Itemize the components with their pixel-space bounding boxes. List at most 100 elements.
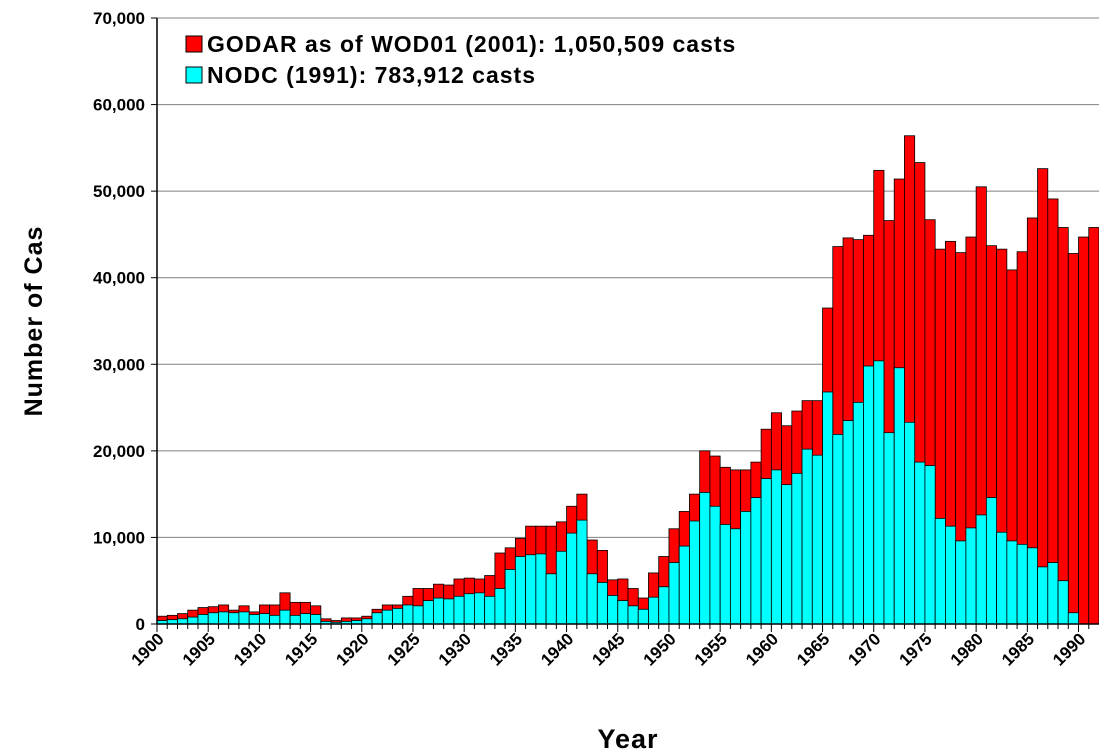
bar: [310, 614, 322, 625]
bar: [474, 592, 486, 625]
bar: [617, 600, 629, 625]
bar: [504, 569, 516, 625]
y-tick-label: 30,000: [93, 355, 145, 374]
x-tick-label: 1925: [384, 629, 424, 669]
y-tick-label: 50,000: [93, 182, 145, 201]
bar: [1067, 253, 1079, 625]
bar: [412, 605, 424, 625]
x-tick-label: 1935: [486, 629, 526, 669]
bar: [1078, 236, 1090, 625]
bar: [1037, 168, 1049, 625]
bar: [760, 478, 772, 625]
x-tick-label: 1940: [537, 629, 577, 669]
bar: [822, 391, 834, 625]
y-tick-label: 10,000: [93, 528, 145, 547]
y-tick-label: 70,000: [93, 9, 145, 28]
bar: [863, 365, 875, 625]
bar: [555, 550, 567, 625]
x-tick-label: 1955: [691, 629, 731, 669]
bar: [596, 582, 608, 625]
bar: [842, 420, 854, 625]
legend-label: NODC (1991): 783,912 casts: [207, 62, 536, 88]
bar: [750, 497, 762, 625]
bar: [525, 554, 537, 625]
bar: [801, 448, 813, 625]
x-tick-label: 1910: [230, 629, 270, 669]
bar: [955, 540, 967, 625]
bar: [924, 465, 936, 625]
bar: [740, 511, 752, 625]
bar: [207, 612, 219, 625]
bar: [945, 525, 957, 625]
x-tick-label: 1965: [793, 629, 833, 669]
bar: [187, 616, 199, 625]
bar: [996, 531, 1008, 625]
bar: [1088, 227, 1099, 625]
x-tick-label: 1950: [640, 629, 680, 669]
x-tick-label: 1960: [742, 629, 782, 669]
bar: [402, 604, 414, 625]
legend-swatch: [185, 66, 203, 84]
bar: [453, 595, 465, 625]
bar: [361, 618, 373, 625]
bar: [545, 573, 557, 625]
bar: [1047, 562, 1059, 625]
bar: [934, 517, 946, 625]
bar: [433, 597, 445, 625]
bar: [852, 401, 864, 625]
bar: [607, 595, 619, 625]
bar: [791, 472, 803, 625]
bar: [299, 613, 311, 625]
bar: [1047, 198, 1059, 625]
bar: [535, 553, 547, 625]
bar: [1006, 540, 1018, 625]
bar: [258, 613, 271, 625]
bar: [873, 360, 885, 625]
x-tick-label: 1930: [435, 629, 475, 669]
x-tick-label: 1900: [128, 629, 168, 669]
bar: [729, 528, 742, 625]
bar: [381, 609, 393, 625]
x-tick-label: 1915: [281, 629, 321, 669]
bar: [586, 573, 598, 625]
bar: [248, 614, 260, 625]
x-tick-label: 1975: [896, 629, 936, 669]
bar: [648, 596, 660, 625]
legend-label: GODAR as of WOD01 (2001): 1,050,509 cast…: [207, 31, 736, 57]
x-tick-label: 1970: [844, 629, 884, 669]
bar: [781, 484, 793, 625]
bar: [238, 611, 250, 625]
bar: [689, 520, 701, 625]
bar: [832, 434, 844, 625]
y-tick-label: 20,000: [93, 442, 145, 461]
x-tick-label: 1945: [588, 629, 628, 669]
bar: [1037, 566, 1049, 625]
bar: [770, 469, 782, 625]
x-tick-label: 1990: [1049, 629, 1089, 669]
bar: [371, 612, 383, 625]
bar: [883, 432, 895, 625]
bar: [197, 614, 209, 625]
bar: [1016, 543, 1028, 625]
bar: [218, 611, 230, 625]
bar: [422, 600, 434, 625]
bar: [279, 609, 291, 625]
bar: [484, 595, 496, 625]
bar: [269, 614, 281, 625]
bar: [985, 497, 998, 625]
bar: [678, 545, 690, 625]
bar: [494, 588, 506, 625]
y-tick-label: 40,000: [93, 269, 145, 288]
y-tick-label: 0: [136, 615, 145, 634]
bar: [719, 524, 731, 625]
bar: [658, 586, 670, 625]
bar: [228, 612, 240, 625]
bar: [392, 608, 404, 625]
bar: [811, 454, 823, 625]
bar: [914, 461, 926, 625]
bar: [965, 527, 977, 625]
x-axis-label: Year: [597, 724, 658, 754]
x-tick-label: 1905: [179, 629, 219, 669]
bar: [893, 367, 905, 625]
